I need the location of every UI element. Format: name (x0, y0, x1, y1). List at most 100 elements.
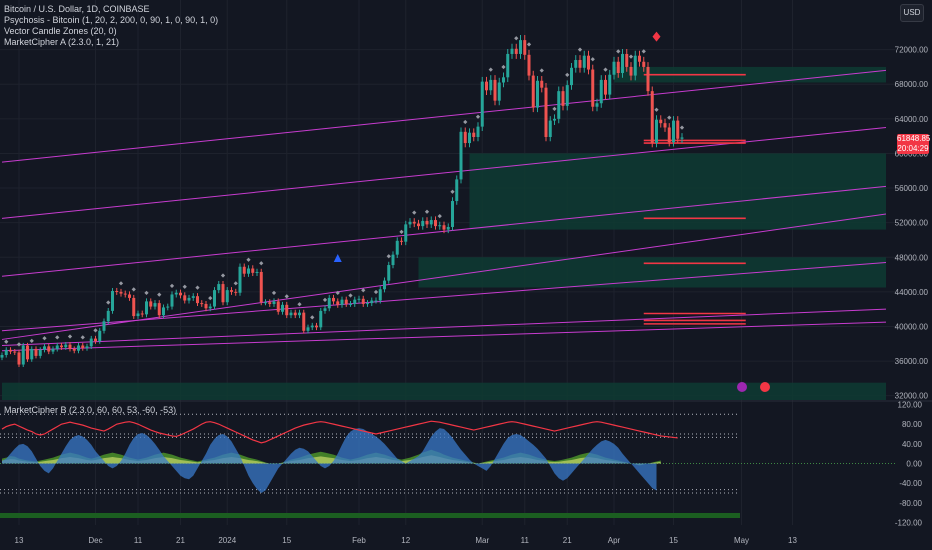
candle-body (306, 327, 310, 331)
signal-dot (233, 281, 238, 286)
candle-body (136, 313, 140, 317)
legend-indicator-2[interactable]: Vector Candle Zones (20, 0) (4, 26, 117, 36)
candle-body (344, 299, 348, 304)
candle-body (140, 313, 144, 315)
candle-body (247, 268, 250, 274)
price-axis[interactable]: 72000.0068000.0064000.0060000.0056000.00… (895, 46, 929, 528)
osc-tick: -40.00 (899, 479, 922, 488)
candle-body (60, 345, 63, 348)
candle-body (153, 303, 157, 307)
candle-body (514, 48, 518, 54)
candle-body (264, 302, 267, 304)
legend-main[interactable]: Bitcoin / U.S. Dollar, 1D, COINBASE (4, 4, 150, 14)
price-tick: 36000.00 (895, 357, 929, 366)
candle-body (170, 294, 174, 307)
candle-body (68, 344, 72, 349)
candle-body (676, 120, 680, 139)
osc-tick: 80.00 (902, 420, 923, 429)
candle-body (451, 201, 454, 227)
candle-body (255, 271, 259, 273)
candle-body (374, 300, 378, 302)
signal-dot (144, 290, 149, 296)
candle-body (323, 308, 327, 311)
signal-dot (271, 290, 277, 296)
candle-body (319, 310, 323, 328)
candle-body (616, 61, 620, 73)
candle-body (493, 79, 497, 101)
trendline (1, 69, 887, 163)
candle-body (557, 91, 561, 119)
candle-body (289, 312, 293, 316)
time-axis[interactable]: 13 Dec 11 21 2024 15 Feb 12 Mar 11 21 Apr 15 May 13 (15, 536, 798, 545)
time-tick: 13 (15, 536, 24, 545)
candle-body (77, 345, 80, 351)
time-tick: Mar (475, 536, 489, 545)
time-tick: 15 (669, 536, 678, 545)
rsi-line (1, 420, 678, 444)
legend-indicator-3[interactable]: MarketCipher A (2.3.0, 1, 21) (4, 37, 120, 47)
candle-body (123, 293, 127, 295)
candle-body (221, 284, 225, 303)
price-tick: 32000.00 (895, 392, 929, 401)
candle-body (251, 268, 255, 273)
candle-body (30, 348, 34, 360)
time-tick: Dec (88, 536, 102, 545)
candle-body (293, 312, 297, 316)
candle-body (400, 240, 403, 242)
price-tick: 72000.00 (895, 46, 929, 55)
legend-indicator-1[interactable]: Psychosis - Bitcoin (1, 20, 2, 200, 0, 9… (4, 15, 219, 25)
candle-body (536, 80, 539, 108)
candle-body (476, 126, 480, 138)
candle-body (455, 179, 459, 202)
osc-tick: 40.00 (902, 440, 923, 449)
candle-body (497, 82, 501, 101)
signal-dot (463, 119, 468, 125)
candle-body (102, 321, 106, 331)
candle-body (599, 79, 603, 104)
trendline (1, 213, 887, 340)
candle-body (574, 60, 578, 68)
signal-dot (118, 281, 124, 286)
candle-body (38, 349, 42, 356)
candle-body (315, 325, 318, 328)
candle-body (204, 303, 208, 309)
candle-body (425, 220, 429, 225)
bar-countdown: 20:04:29 (897, 144, 929, 153)
candle-body (621, 53, 624, 73)
signal-dot (157, 292, 162, 297)
signal-dot (4, 339, 9, 344)
candle-body (55, 345, 59, 349)
candle-body (149, 301, 153, 307)
signal-dot (361, 288, 366, 293)
signal-dot (16, 342, 22, 347)
candle-body (128, 294, 131, 298)
candle-body (357, 298, 361, 300)
zone (418, 257, 886, 288)
last-price-tag: 61848.85 20:04:29 (897, 134, 930, 154)
candle-body (485, 81, 488, 91)
candle-body (604, 79, 607, 95)
candle-body (81, 345, 85, 349)
candle-body (298, 312, 301, 316)
candle-body (519, 40, 522, 54)
candle-body (200, 303, 204, 305)
signal-dot (106, 300, 111, 305)
legend-indicator-4[interactable]: MarketCipher B (2.3.0, 60, 60, 53, -60, … (4, 405, 177, 415)
currency-button[interactable]: USD (900, 4, 924, 22)
signal-dot (42, 336, 47, 341)
candle-body (174, 292, 178, 295)
candle-body (268, 302, 272, 304)
candle-body (13, 351, 17, 353)
candle-body (340, 299, 344, 305)
osc-tick: 0.00 (906, 460, 922, 469)
candle-body (459, 131, 463, 180)
price-tick: 64000.00 (895, 115, 929, 124)
candle-body (213, 290, 216, 307)
candle-body (672, 120, 675, 143)
candle-body (591, 69, 595, 107)
candle-body (612, 61, 616, 75)
candle-body (625, 53, 629, 67)
candle-body (383, 280, 386, 290)
candle-body (85, 346, 89, 349)
